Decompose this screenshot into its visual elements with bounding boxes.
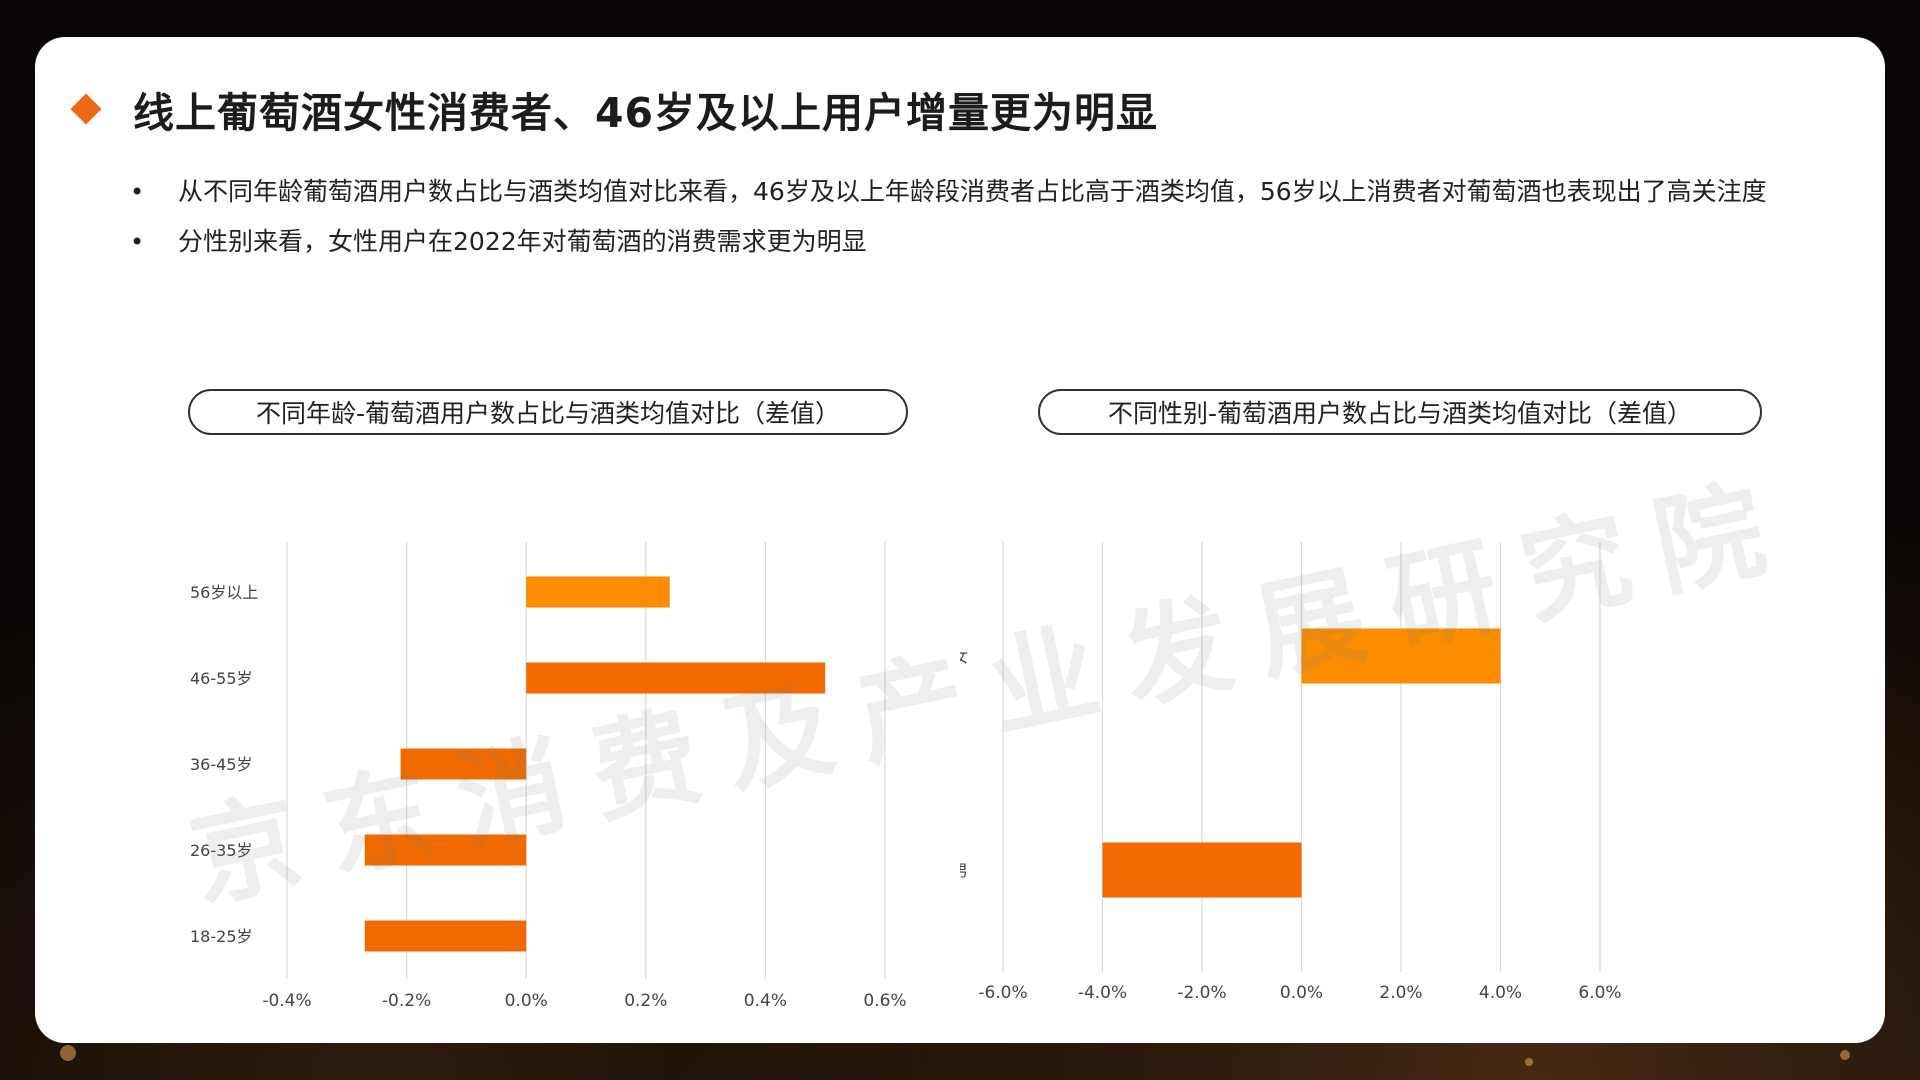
bullet-item: • 从不同年龄葡萄酒用户数占比与酒类均值对比来看，46岁及以上年龄段消费者占比高… [130, 167, 1830, 217]
x-tick-label: 0.0% [505, 991, 548, 1011]
slide-card: 线上葡萄酒女性消费者、46岁及以上用户增量更为明显 • 从不同年龄葡萄酒用户数占… [35, 37, 1885, 1043]
category-label: 男 [960, 861, 968, 880]
bullet-dot-icon: • [130, 228, 145, 256]
bullet-item: • 分性别来看，女性用户在2022年对葡萄酒的消费需求更为明显 [130, 217, 1830, 267]
x-tick-label: 0.2% [624, 991, 667, 1011]
age-chart-title: 不同年龄-葡萄酒用户数占比与酒类均值对比（差值） [188, 389, 908, 435]
bullet-text: 分性别来看，女性用户在2022年对葡萄酒的消费需求更为明显 [178, 227, 867, 256]
x-tick-label: -0.4% [262, 991, 311, 1011]
x-tick-label: -4.0% [1078, 983, 1127, 1003]
gender-chart-title: 不同性别-葡萄酒用户数占比与酒类均值对比（差值） [1038, 389, 1762, 435]
bar [400, 748, 527, 780]
gender-bar-chart: -6.0% -4.0% -2.0% 0.0% 2.0% 4.0% 6.0% 女男 [960, 542, 1622, 1003]
x-tick-label: 2.0% [1379, 983, 1422, 1003]
category-label: 46-55岁 [190, 669, 253, 688]
bar [364, 834, 527, 866]
page-title: 线上葡萄酒女性消费者、46岁及以上用户增量更为明显 [133, 89, 1159, 137]
age-bar-chart: -0.4% -0.2% 0.0% 0.2% 0.4% 0.6% 56岁以上 46-55岁 36-… [190, 542, 907, 1011]
bar [1301, 628, 1501, 684]
x-tick-label: -0.2% [382, 991, 431, 1011]
bar [526, 662, 826, 694]
x-tick-label: 0.6% [863, 991, 906, 1011]
category-label: 女 [960, 647, 968, 666]
category-label: 26-35岁 [190, 841, 253, 860]
x-tick-label: -6.0% [978, 983, 1027, 1003]
x-tick-label: 4.0% [1479, 983, 1522, 1003]
x-tick-label: 0.4% [744, 991, 787, 1011]
bullet-dot-icon: • [130, 178, 145, 206]
x-tick-label: 6.0% [1578, 983, 1621, 1003]
background-sparkle [1840, 1050, 1850, 1060]
title-row: 线上葡萄酒女性消费者、46岁及以上用户增量更为明显 [70, 79, 1159, 139]
x-tick-label: -2.0% [1177, 983, 1226, 1003]
bar [526, 576, 670, 608]
background-sparkle [1525, 1058, 1533, 1066]
bullet-text: 从不同年龄葡萄酒用户数占比与酒类均值对比来看，46岁及以上年龄段消费者占比高于酒… [178, 177, 1767, 206]
x-tick-label: 0.0% [1280, 983, 1323, 1003]
category-label: 18-25岁 [190, 927, 253, 946]
category-label: 36-45岁 [190, 755, 253, 774]
background-sparkle [60, 1045, 76, 1061]
bullet-list: • 从不同年龄葡萄酒用户数占比与酒类均值对比来看，46岁及以上年龄段消费者占比高… [130, 167, 1830, 267]
bar [1102, 842, 1302, 898]
diamond-bullet-icon [70, 93, 102, 125]
bar [364, 920, 527, 952]
category-label: 56岁以上 [190, 583, 258, 602]
